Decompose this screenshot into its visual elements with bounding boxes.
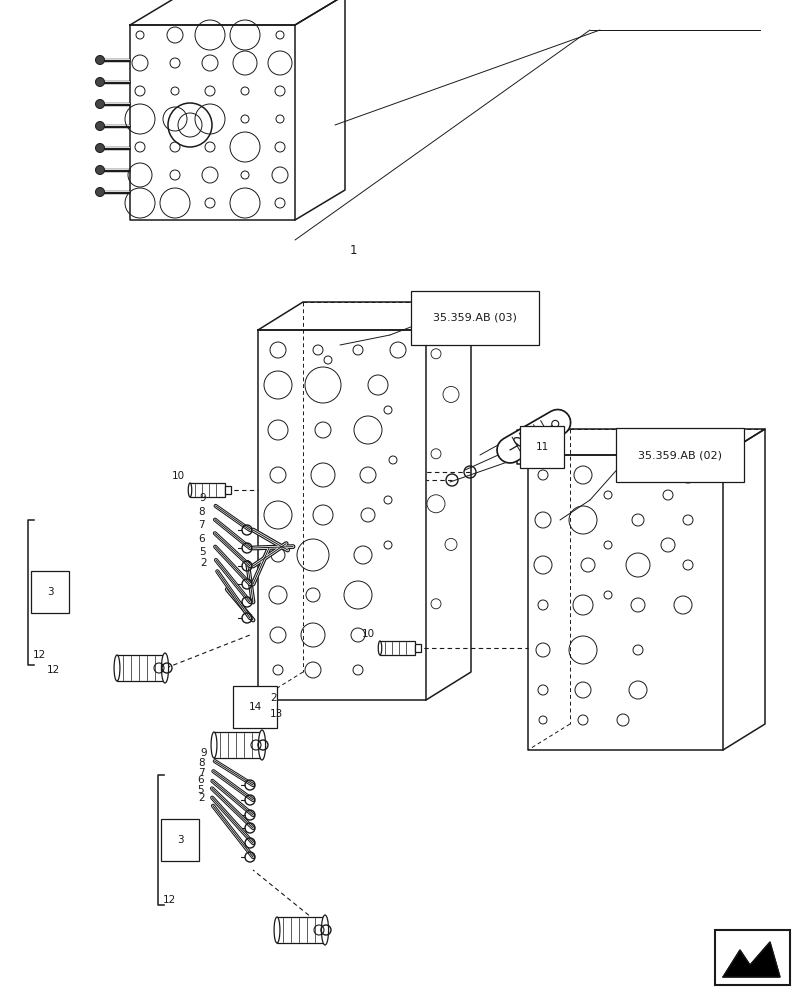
Circle shape bbox=[96, 143, 105, 152]
Text: 9: 9 bbox=[199, 493, 205, 503]
Ellipse shape bbox=[513, 438, 530, 449]
Text: 10: 10 bbox=[362, 629, 375, 639]
Text: 2: 2 bbox=[200, 558, 207, 568]
Ellipse shape bbox=[161, 653, 169, 683]
Bar bbox=[225, 486, 230, 494]
Text: 6: 6 bbox=[197, 775, 204, 785]
Circle shape bbox=[96, 55, 105, 64]
Text: 6: 6 bbox=[199, 534, 205, 544]
Text: 11: 11 bbox=[534, 442, 548, 452]
Text: 2: 2 bbox=[270, 693, 277, 703]
Text: 12: 12 bbox=[163, 895, 176, 905]
Circle shape bbox=[96, 78, 105, 87]
Text: 9: 9 bbox=[200, 748, 207, 758]
Text: 12: 12 bbox=[47, 665, 60, 675]
Circle shape bbox=[96, 165, 105, 174]
Text: 5: 5 bbox=[197, 785, 204, 795]
Circle shape bbox=[551, 420, 558, 427]
Bar bbox=[380, 641, 414, 655]
Text: 12: 12 bbox=[33, 650, 46, 660]
Ellipse shape bbox=[321, 915, 328, 945]
Circle shape bbox=[96, 121, 105, 130]
Text: 1: 1 bbox=[350, 243, 357, 256]
Text: 7: 7 bbox=[198, 520, 204, 530]
Bar bbox=[414, 644, 420, 652]
Ellipse shape bbox=[114, 655, 120, 681]
Text: 2: 2 bbox=[519, 454, 526, 464]
Ellipse shape bbox=[258, 730, 265, 760]
Text: 3: 3 bbox=[46, 587, 54, 597]
Text: 5: 5 bbox=[519, 442, 526, 452]
Text: 2: 2 bbox=[198, 793, 204, 803]
Ellipse shape bbox=[378, 641, 381, 655]
Text: 13: 13 bbox=[270, 709, 283, 719]
Circle shape bbox=[96, 100, 105, 108]
Bar bbox=[277, 917, 324, 943]
Text: 5: 5 bbox=[200, 547, 206, 557]
Bar bbox=[214, 732, 262, 758]
Polygon shape bbox=[722, 942, 779, 977]
Text: 4: 4 bbox=[519, 430, 526, 440]
Bar bbox=[190, 483, 225, 497]
Circle shape bbox=[96, 188, 105, 196]
Text: 7: 7 bbox=[198, 768, 204, 778]
Bar bbox=[714, 930, 789, 985]
Ellipse shape bbox=[211, 732, 217, 758]
Text: 10: 10 bbox=[172, 471, 185, 481]
Text: 35.359.AB (03): 35.359.AB (03) bbox=[432, 313, 517, 323]
Text: 8: 8 bbox=[198, 507, 204, 517]
Ellipse shape bbox=[274, 917, 280, 943]
Text: 8: 8 bbox=[199, 758, 205, 768]
Bar bbox=[117, 655, 165, 681]
Ellipse shape bbox=[188, 483, 191, 497]
Text: 3: 3 bbox=[177, 835, 183, 845]
Text: 14: 14 bbox=[248, 702, 261, 712]
Text: 35.359.AB (02): 35.359.AB (02) bbox=[637, 450, 721, 460]
